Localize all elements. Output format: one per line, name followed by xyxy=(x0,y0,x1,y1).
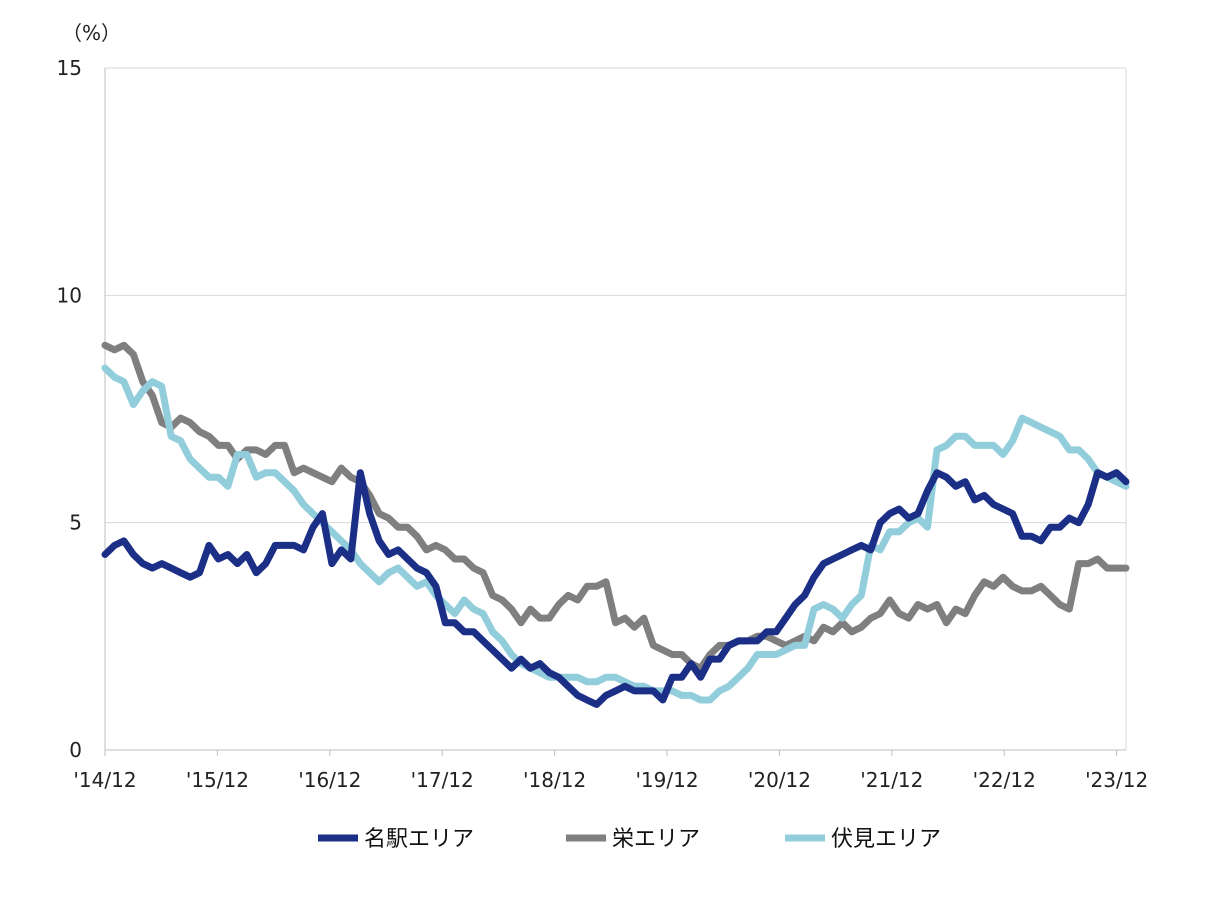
x-tick-label: '16/12 xyxy=(298,768,361,792)
legend: 名駅エリア 栄エリア 伏見エリア xyxy=(318,827,941,852)
y-tick-label: 0 xyxy=(69,738,82,762)
axes xyxy=(104,68,1126,756)
x-tick-label: '18/12 xyxy=(523,768,586,792)
legend-item: 栄エリア xyxy=(566,827,700,852)
x-tick-label: '14/12 xyxy=(73,768,136,792)
y-tick-label: 10 xyxy=(57,283,82,307)
series-line-0 xyxy=(101,469,1130,708)
y-unit-label: （%） xyxy=(62,21,121,45)
x-tick-label: '22/12 xyxy=(973,768,1036,792)
tick-labels: 0 5 10 15 （%） '14/12 '15/12 '16/12 '17/12 '18/12 '… xyxy=(57,21,1149,792)
legend-label: 名駅エリア xyxy=(364,827,474,852)
gridlines xyxy=(105,67,1127,750)
series-line-2 xyxy=(101,364,1130,704)
x-tick-label: '21/12 xyxy=(860,768,923,792)
y-tick-label: 15 xyxy=(57,56,82,80)
x-tick-label: '17/12 xyxy=(411,768,474,792)
legend-item: 名駅エリア xyxy=(318,827,474,852)
series-line-1 xyxy=(101,341,1130,672)
x-tick-label: '15/12 xyxy=(186,768,249,792)
legend-label: 伏見エリア xyxy=(831,827,941,852)
x-tick-label: '19/12 xyxy=(635,768,698,792)
x-tick-label: '23/12 xyxy=(1085,768,1148,792)
y-tick-label: 5 xyxy=(69,511,82,535)
legend-item: 伏見エリア xyxy=(785,827,941,852)
legend-label: 栄エリア xyxy=(612,827,700,852)
x-tick-label: '20/12 xyxy=(748,768,811,792)
series-lines xyxy=(101,341,1130,708)
